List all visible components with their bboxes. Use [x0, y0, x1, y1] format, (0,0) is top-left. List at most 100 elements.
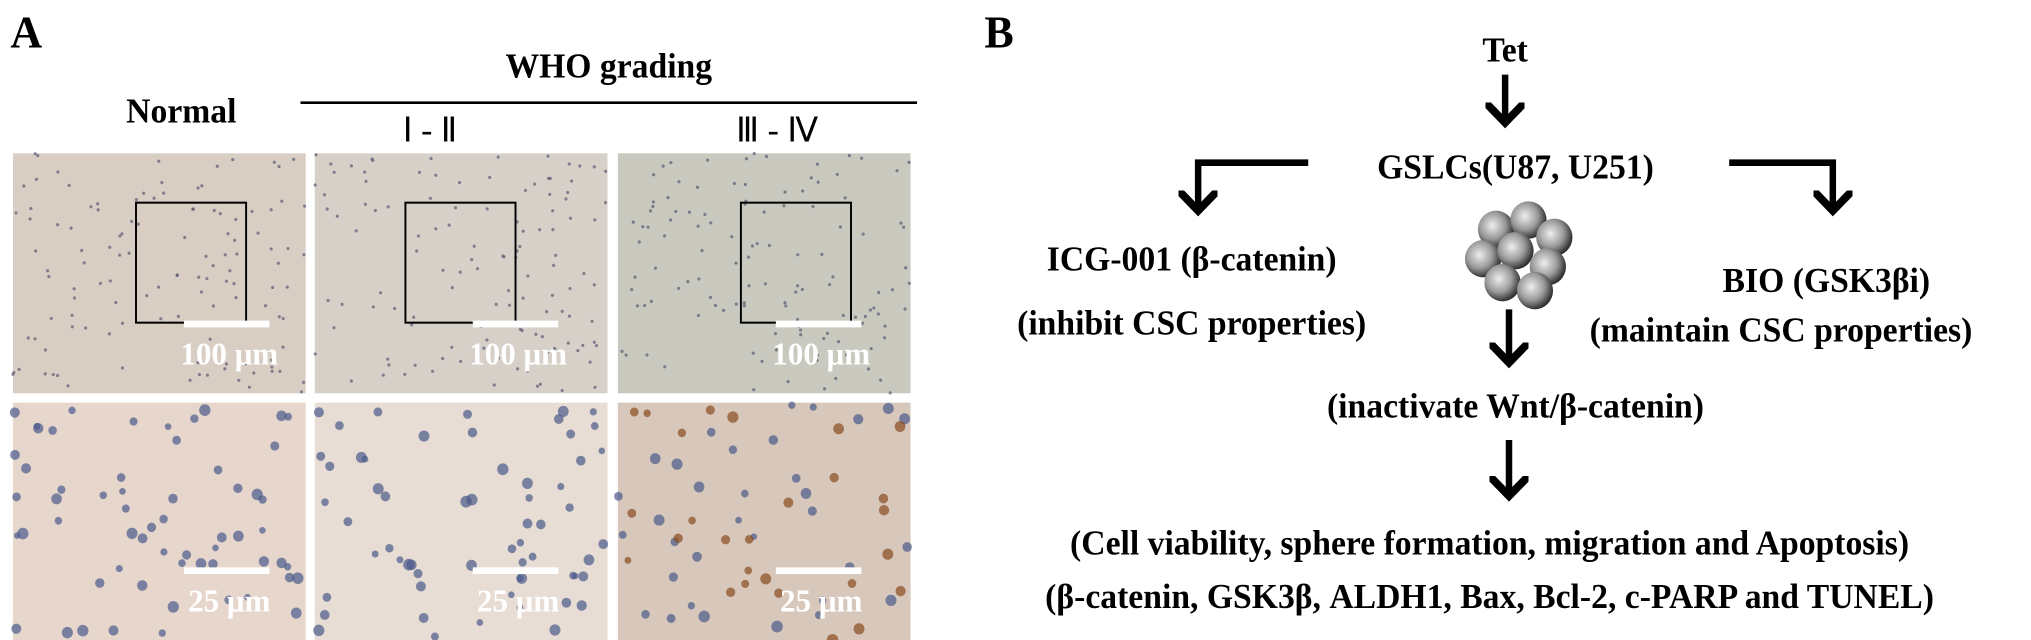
stain-dot: [598, 539, 609, 550]
stain-dot: [332, 326, 336, 330]
stain-dot: [860, 321, 864, 325]
stain-dot: [29, 206, 33, 211]
stain-dot: [157, 285, 161, 289]
stain-dot: [371, 305, 375, 309]
stain-dot: [271, 285, 275, 290]
stain-dot: [536, 519, 546, 530]
stain-dot: [560, 388, 564, 393]
stain-dot: [415, 581, 426, 592]
stain-dot: [107, 332, 111, 336]
stain-dot: [648, 209, 653, 213]
stain-dot: [879, 378, 883, 382]
stain-dot: [354, 229, 358, 233]
stain-dot: [904, 266, 908, 270]
stain-dot: [373, 208, 377, 213]
stain-dot: [212, 208, 216, 213]
stain-dot: [430, 369, 435, 373]
stain-dot: [566, 429, 576, 439]
stain-dot: [540, 335, 544, 339]
stain-dot: [653, 266, 658, 270]
stain-dot: [903, 307, 907, 311]
stain-dot: [264, 304, 268, 308]
column-label: Normal: [126, 93, 236, 131]
stain-dot: [863, 314, 867, 319]
stain-dot: [553, 346, 557, 351]
stain-dot: [671, 458, 683, 470]
stain-dot: [604, 169, 608, 173]
stain-dot: [283, 563, 292, 571]
stain-dot: [735, 516, 742, 524]
stain-dot: [417, 170, 422, 174]
stain-dot: [178, 559, 186, 568]
stain-dot: [816, 180, 820, 184]
stain-dot: [49, 316, 53, 321]
stain-dot: [522, 518, 533, 529]
stain-dot: [200, 184, 204, 188]
stain-dot: [872, 306, 876, 310]
stain-dot: [467, 427, 478, 438]
stain-dot: [325, 207, 329, 211]
stain-dot: [66, 384, 70, 388]
stain-dot: [129, 417, 138, 426]
stain-dot: [782, 204, 786, 208]
stain-dot: [663, 365, 667, 369]
stain-dot: [844, 353, 848, 357]
stain-dot: [69, 226, 73, 230]
stain-dot: [224, 279, 229, 283]
stain-dot: [551, 228, 555, 232]
stain-dot: [142, 191, 146, 195]
stain-dot: [566, 341, 570, 345]
stain-dot: [747, 284, 751, 288]
stain-dot: [593, 218, 597, 222]
stain-dot: [277, 315, 281, 319]
stain-dot: [34, 249, 38, 253]
stain-dot: [54, 516, 63, 525]
stain-dot: [485, 338, 489, 342]
stain-dot: [77, 624, 89, 637]
stain-dot: [742, 304, 746, 308]
stain-dot: [457, 180, 462, 185]
stain-dot: [84, 326, 88, 330]
stain-dot: [861, 232, 865, 236]
stain-dot: [771, 620, 783, 633]
node: BIO (GSK3βi): [1723, 263, 1931, 301]
stain-dot: [393, 306, 397, 311]
stain-dot: [764, 154, 769, 159]
stain-dot: [831, 275, 835, 279]
stain-dot: [843, 196, 847, 200]
stain-dot: [646, 225, 650, 229]
stain-dot: [72, 296, 77, 300]
stain-dot: [127, 251, 131, 255]
stain-dot: [829, 472, 839, 483]
stain-dot: [695, 185, 700, 189]
stain-dot: [594, 343, 599, 348]
stain-dot: [430, 632, 439, 640]
stain-dot: [496, 155, 500, 159]
stain-dot: [552, 263, 556, 267]
stain-dot: [36, 154, 40, 158]
stain-dot: [137, 533, 148, 544]
stain-dot: [322, 592, 332, 602]
stain-dot: [11, 623, 22, 634]
stain-dot: [363, 202, 367, 206]
stain-dot: [633, 275, 637, 279]
stain-dot: [494, 302, 498, 307]
stain-dot: [197, 275, 201, 279]
stain-dot: [252, 371, 256, 375]
stain-dot: [349, 164, 354, 168]
stain-dot: [649, 299, 653, 303]
stain-dot: [899, 221, 903, 225]
stain-dot: [868, 308, 872, 312]
stain-dot: [578, 571, 589, 582]
stain-dot: [592, 165, 596, 169]
stain-dot: [373, 407, 383, 417]
stain-dot: [847, 154, 851, 158]
stain-dot: [767, 243, 771, 248]
stain-dot: [784, 304, 788, 308]
stain-dot: [796, 284, 800, 288]
stain-dot: [882, 402, 894, 415]
stain-dot: [322, 193, 327, 197]
stain-dot: [760, 573, 772, 585]
stain-dot: [270, 369, 274, 373]
stain-dot: [878, 504, 890, 516]
